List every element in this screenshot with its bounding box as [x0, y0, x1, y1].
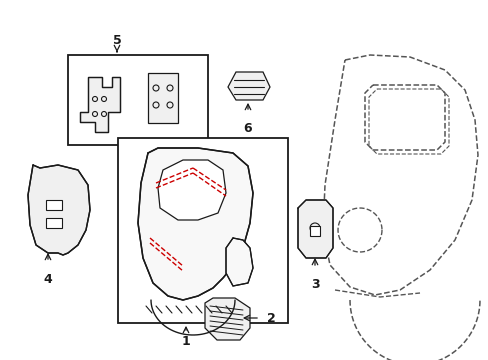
Text: 4: 4 — [43, 273, 52, 286]
Text: 5: 5 — [112, 34, 121, 47]
Bar — [118, 138, 287, 323]
Polygon shape — [204, 298, 249, 340]
Text: 2: 2 — [266, 311, 275, 324]
Bar — [68, 55, 207, 145]
Bar — [46, 218, 62, 228]
Bar — [46, 200, 62, 210]
Text: 1: 1 — [181, 335, 190, 348]
Polygon shape — [80, 77, 120, 132]
Polygon shape — [225, 238, 252, 286]
Bar — [309, 226, 319, 236]
Polygon shape — [297, 200, 332, 258]
Polygon shape — [138, 148, 252, 300]
Polygon shape — [227, 72, 269, 100]
Polygon shape — [28, 165, 90, 255]
Polygon shape — [158, 160, 225, 220]
Text: 3: 3 — [310, 278, 319, 291]
Text: 6: 6 — [243, 122, 252, 135]
Polygon shape — [148, 73, 178, 123]
